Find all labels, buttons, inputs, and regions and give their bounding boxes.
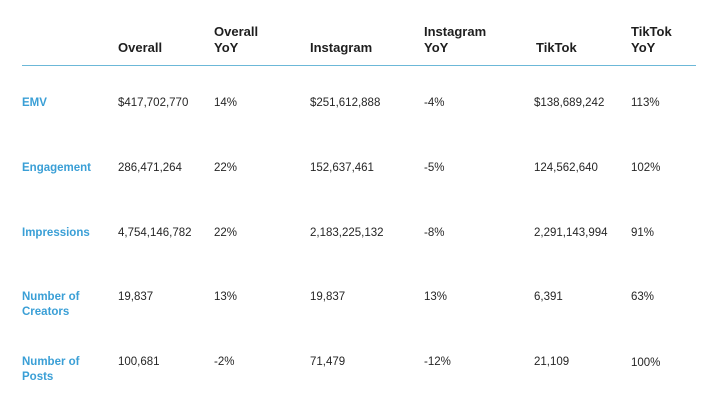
row-label-number-of-creators: Number of Creators (22, 291, 80, 318)
cell-creators-overall-yoy: 13% (214, 291, 238, 303)
header-divider (22, 65, 696, 66)
cell-creators-overall: 19,837 (118, 291, 154, 303)
cell-impressions-overall: 4,754,146,782 (118, 227, 192, 239)
cell-engagement-instagram-yoy: -5% (424, 162, 445, 174)
cell-emv-tiktok-yoy: 113% (631, 97, 660, 109)
cell-impressions-instagram-yoy: -8% (424, 227, 445, 239)
cell-impressions-tiktok: 2,291,143,994 (534, 227, 608, 239)
header-instagram-yoy: Instagram YoY (424, 24, 487, 55)
cell-creators-tiktok-yoy: 63% (631, 291, 655, 303)
cell-impressions-overall-yoy: 22% (214, 227, 238, 239)
cell-posts-tiktok: 21,109 (534, 356, 570, 368)
header-tiktok: TikTok (536, 40, 577, 55)
cell-impressions-tiktok-yoy: 91% (631, 227, 655, 239)
cell-creators-tiktok: 6,391 (534, 291, 563, 303)
cell-posts-tiktok-yoy: 100% (631, 357, 661, 369)
cell-creators-instagram: 19,837 (310, 291, 346, 303)
cell-emv-instagram-yoy: -4% (424, 97, 445, 109)
header-tiktok-yoy: TikTok YoY (631, 24, 672, 55)
header-instagram: Instagram (310, 40, 373, 55)
cell-engagement-tiktok-yoy: 102% (631, 162, 661, 174)
cell-impressions-instagram: 2,183,225,132 (310, 227, 384, 239)
cell-posts-instagram: 71,479 (310, 356, 346, 368)
row-label-number-of-posts: Number of Posts (22, 356, 80, 383)
cell-engagement-overall-yoy: 22% (214, 162, 238, 174)
cell-posts-overall: 100,681 (118, 356, 160, 368)
cell-emv-overall: $417,702,770 (118, 97, 189, 109)
cell-emv-instagram: $251,612,888 (310, 97, 381, 109)
cell-creators-instagram-yoy: 13% (424, 291, 448, 303)
cell-engagement-overall: 286,471,264 (118, 162, 182, 174)
header-overall: Overall (118, 40, 163, 55)
cell-posts-instagram-yoy: -12% (424, 356, 451, 368)
cell-engagement-tiktok: 124,562,640 (534, 162, 598, 174)
row-label-emv: EMV (22, 97, 47, 109)
cell-emv-tiktok: $138,689,242 (534, 97, 605, 109)
cell-engagement-instagram: 152,637,461 (310, 162, 374, 174)
cell-posts-overall-yoy: -2% (214, 356, 235, 368)
cell-emv-overall-yoy: 14% (214, 97, 238, 109)
row-label-impressions: Impressions (22, 227, 90, 239)
row-label-engagement: Engagement (22, 162, 92, 174)
header-overall-yoy: Overall YoY (214, 24, 259, 55)
